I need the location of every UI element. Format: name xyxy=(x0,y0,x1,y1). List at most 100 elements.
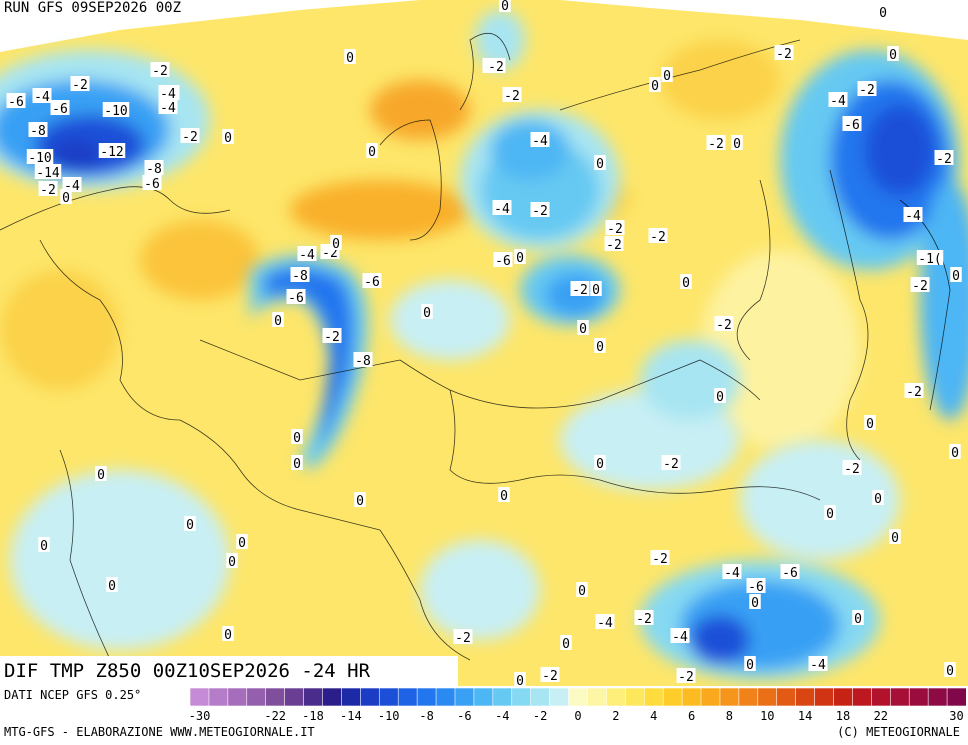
color-swatch xyxy=(265,687,286,707)
color-swatch xyxy=(625,687,645,707)
contour-label-bg xyxy=(362,273,382,288)
contour-label-bg xyxy=(634,610,654,625)
contour-label: 0 xyxy=(952,269,960,284)
contour-label: -2 xyxy=(650,230,666,245)
contour-label-bg xyxy=(180,128,200,143)
contour-label: -4 xyxy=(160,101,176,116)
contour-label-bg xyxy=(150,62,170,77)
color-swatch xyxy=(549,687,570,707)
warm-area xyxy=(0,270,120,390)
contour-label-bg xyxy=(934,150,954,165)
contour-label-bg xyxy=(32,88,52,103)
color-swatch xyxy=(246,687,267,707)
warm-area xyxy=(660,40,780,120)
contour-label-bg xyxy=(649,77,661,92)
contour-label: -6 xyxy=(288,291,304,306)
contour-label: 0 xyxy=(346,51,354,66)
contour-label-bg xyxy=(594,338,606,353)
contour-label-bg xyxy=(808,656,828,671)
contour-label-bg xyxy=(661,67,673,82)
domain-edge xyxy=(560,0,968,40)
contour-label: -6 xyxy=(495,254,511,269)
contour-label-bg xyxy=(590,281,602,296)
contour-label: -4 xyxy=(672,630,688,645)
contour-label-bg xyxy=(903,207,923,222)
scale-tick-label: -4 xyxy=(495,709,509,723)
contour-label-bg xyxy=(236,534,248,549)
contour-label-bg xyxy=(706,135,726,150)
product-title: DIF TMP Z850 00Z10SEP2026 -24 HR xyxy=(0,656,458,686)
cold-area xyxy=(50,140,100,170)
contour-label-bg xyxy=(142,175,162,190)
contour-label-bg xyxy=(502,87,522,102)
color-swatch xyxy=(341,687,362,707)
contour-label: -4 xyxy=(810,658,826,673)
contour-label-bg xyxy=(594,455,606,470)
contour-label: -2 xyxy=(607,222,623,237)
contour-label-bg xyxy=(297,246,317,261)
contour-label: 0 xyxy=(596,457,604,472)
cool-area xyxy=(420,540,540,640)
color-swatch xyxy=(284,687,305,707)
coastline xyxy=(0,186,231,231)
contour-label: -8 xyxy=(146,162,162,177)
contour-label-bg xyxy=(493,252,513,267)
cool-area xyxy=(10,470,230,650)
contour-label: -2 xyxy=(40,183,56,198)
contour-label: -2 xyxy=(182,130,198,145)
contour-label-bg xyxy=(780,564,800,579)
contour-label-bg xyxy=(944,662,956,677)
contour-label-bg xyxy=(98,143,126,158)
contour-label: 0 xyxy=(368,145,376,160)
contour-label-bg xyxy=(910,277,930,292)
contour-label: -2 xyxy=(636,612,652,627)
contour-label-bg xyxy=(824,505,836,520)
contour-label: 0 xyxy=(751,596,759,611)
contour-label: -2 xyxy=(532,204,548,219)
contour-label: -4 xyxy=(160,87,176,102)
contour-label-bg xyxy=(670,628,690,643)
color-swatch xyxy=(871,687,891,707)
contour-label-bg xyxy=(949,444,961,459)
color-swatch xyxy=(757,687,778,707)
contour-label: 0 xyxy=(108,579,116,594)
contour-label: -2 xyxy=(606,238,622,253)
contour-label: -4 xyxy=(532,134,548,149)
contour-label-bg xyxy=(492,200,512,215)
color-swatch xyxy=(568,687,589,707)
contour-label: -10 xyxy=(104,104,127,119)
border xyxy=(599,479,821,501)
border xyxy=(379,529,471,661)
color-swatch xyxy=(397,687,418,707)
contour-label-bg xyxy=(842,116,862,131)
scale-tick-label: 6 xyxy=(688,709,695,723)
contour-label: 0 xyxy=(516,674,524,686)
contour-label: -2 xyxy=(572,283,588,298)
border xyxy=(99,299,181,421)
contour-label-bg xyxy=(514,672,526,686)
border xyxy=(199,339,761,409)
contour-label-bg xyxy=(291,455,303,470)
color-swatch xyxy=(492,687,513,707)
contour-label: -2 xyxy=(663,457,679,472)
scale-tick-label: -10 xyxy=(378,709,400,723)
contour-label-bg xyxy=(744,656,756,671)
contour-label: -4 xyxy=(299,248,315,263)
cold-area xyxy=(920,180,968,420)
contour-label: -6 xyxy=(52,102,68,117)
contour-label-bg xyxy=(102,102,130,117)
scale-tick-label: -30 xyxy=(190,709,210,723)
scale-tick-label: 30 xyxy=(949,709,963,723)
contour-label-bg xyxy=(322,328,342,343)
contour-label: -2 xyxy=(716,318,732,333)
contour-label-bg xyxy=(872,490,884,505)
contour-label: -2 xyxy=(776,47,792,62)
contour-label: -1( xyxy=(918,252,941,267)
contour-label-bg xyxy=(576,582,588,597)
border xyxy=(179,419,381,531)
contour-label: 0 xyxy=(951,446,959,461)
color-swatch xyxy=(435,687,456,707)
contour-label-bg xyxy=(857,81,877,96)
color-swatch xyxy=(738,687,759,707)
contour-label: -4 xyxy=(830,94,846,109)
